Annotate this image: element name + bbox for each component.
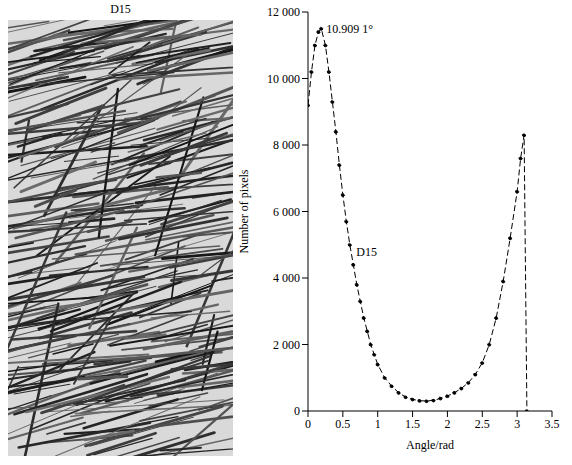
svg-text:1.5: 1.5 xyxy=(405,417,420,431)
svg-text:3.5: 3.5 xyxy=(545,417,560,431)
svg-text:0: 0 xyxy=(305,417,311,431)
svg-text:1: 1 xyxy=(375,417,381,431)
svg-text:10 000: 10 000 xyxy=(267,72,300,86)
svg-text:0: 0 xyxy=(294,404,300,418)
svg-text:10.909 1°: 10.909 1° xyxy=(326,22,373,36)
svg-text:3: 3 xyxy=(514,417,520,431)
svg-text:2.5: 2.5 xyxy=(475,417,490,431)
svg-text:2: 2 xyxy=(444,417,450,431)
svg-text:Number of pixels: Number of pixels xyxy=(238,169,251,253)
svg-text:D15: D15 xyxy=(356,245,377,259)
svg-text:4 000: 4 000 xyxy=(273,271,300,285)
svg-text:12 000: 12 000 xyxy=(267,5,300,19)
svg-text:0.5: 0.5 xyxy=(335,417,350,431)
svg-text:Angle/rad: Angle/rad xyxy=(406,438,454,452)
svg-text:6 000: 6 000 xyxy=(273,205,300,219)
svg-text:8 000: 8 000 xyxy=(273,138,300,152)
html-text:D15: D15 xyxy=(110,2,131,16)
svg-text:2 000: 2 000 xyxy=(273,338,300,352)
